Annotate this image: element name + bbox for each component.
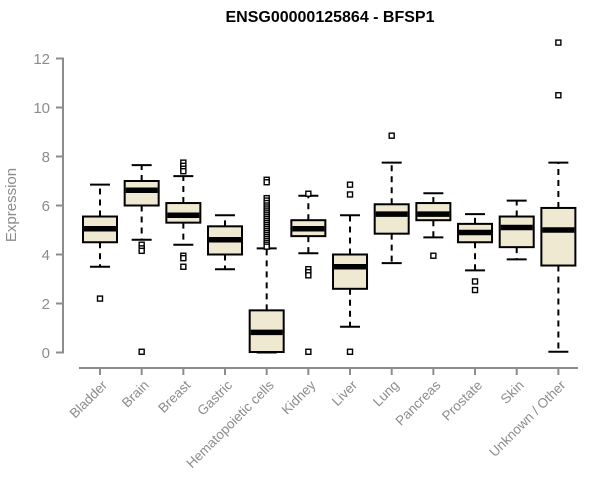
outlier-point — [305, 272, 312, 279]
box-unknown-other — [540, 39, 577, 353]
outlier-point — [263, 243, 270, 250]
outlier-point — [138, 247, 145, 255]
outlier-point — [96, 295, 104, 302]
y-tick-label: 0 — [42, 345, 50, 362]
outlier-point — [346, 181, 354, 188]
iqr-box — [332, 253, 369, 290]
x-category-label: Skin — [498, 378, 527, 407]
x-category-label: Bladder — [67, 377, 111, 421]
box-prostate — [457, 213, 494, 294]
box-pancreas — [415, 192, 452, 259]
outlier-point — [555, 39, 562, 46]
outlier-point — [471, 278, 479, 285]
y-tick-label: 6 — [42, 198, 50, 215]
box-brain — [123, 164, 160, 355]
outlier-point — [555, 92, 562, 99]
box-gastric — [207, 214, 244, 271]
outlier-point — [263, 179, 270, 186]
outlier-point — [346, 191, 354, 198]
y-tick-label: 8 — [42, 149, 50, 166]
box-breast — [165, 159, 202, 270]
y-tick-label: 4 — [42, 247, 50, 264]
iqr-box — [498, 215, 535, 249]
outlier-point — [430, 252, 437, 259]
box-hematopoietic-cells — [248, 176, 285, 354]
box-kidney — [290, 190, 327, 355]
x-category-label: Prostate — [439, 378, 485, 424]
outlier-point — [388, 132, 395, 139]
x-category-label: Brain — [119, 378, 152, 411]
y-tick-label: 2 — [42, 296, 50, 313]
y-tick-label: 10 — [33, 100, 50, 117]
box-bladder — [82, 183, 118, 302]
x-category-label: Kidney — [279, 377, 319, 417]
iqr-box — [540, 206, 577, 267]
x-category-label: Unknown / Other — [486, 377, 569, 460]
x-category-label: Lung — [370, 378, 402, 410]
iqr-box — [373, 203, 410, 235]
plot-area — [82, 39, 577, 355]
x-category-label: Pancreas — [393, 377, 444, 428]
outlier-point — [471, 286, 479, 294]
box-lung — [373, 132, 410, 265]
box-liver — [332, 181, 369, 355]
outlier-point — [180, 167, 187, 175]
outlier-point — [138, 348, 145, 355]
outlier-point — [180, 263, 187, 270]
x-category-label: Breast — [155, 377, 193, 415]
outlier-point — [346, 348, 354, 355]
box-skin — [498, 199, 535, 261]
iqr-box — [123, 180, 160, 207]
y-axis-label: Expression — [3, 168, 20, 242]
x-category-label: Gastric — [194, 377, 235, 418]
x-category-label: Liver — [329, 377, 361, 409]
outlier-point — [305, 348, 312, 355]
outlier-point — [180, 254, 187, 262]
chart-title: ENSG00000125864 - BFSP1 — [225, 9, 434, 26]
y-tick-label: 12 — [33, 51, 50, 68]
outlier-point — [305, 190, 312, 197]
